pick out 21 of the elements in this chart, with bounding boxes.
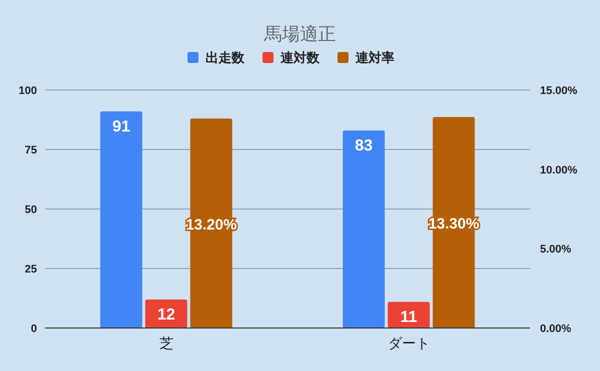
chart-title: 馬場適正	[263, 24, 336, 44]
y-tick-label: 0	[30, 323, 37, 335]
data-label: 83	[354, 137, 373, 154]
y2-tick-label: 10.00%	[540, 164, 578, 176]
bar	[100, 111, 142, 328]
bar	[342, 130, 385, 328]
y2-tick-label: 15.00%	[540, 85, 578, 97]
data-label: 91	[112, 118, 130, 136]
x-tick-label: ダート	[388, 335, 430, 351]
y-tick-label: 25	[24, 264, 37, 276]
legend-label: 連対率	[354, 50, 394, 65]
data-label: 11	[400, 308, 418, 326]
x-tick-label: 芝	[159, 335, 174, 351]
y-tick-label: 50	[24, 204, 37, 216]
y-tick-label: 100	[18, 85, 37, 97]
legend-label: 連対数	[280, 50, 320, 65]
legend-label: 出走数	[206, 50, 246, 65]
y2-tick-label: 5.00%	[540, 244, 572, 256]
y-tick-label: 75	[24, 144, 37, 156]
data-label: 12	[157, 306, 176, 324]
y2-tick-label: 0.00%	[540, 323, 572, 335]
